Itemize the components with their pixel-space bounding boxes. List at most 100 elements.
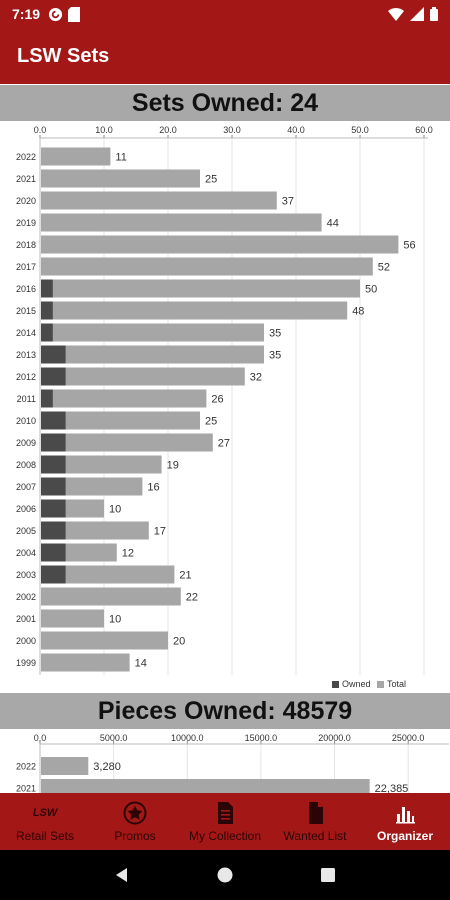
- bar-total: [41, 587, 181, 606]
- data-label: 10: [109, 504, 121, 516]
- nav-wanted-list[interactable]: Wanted List: [270, 793, 360, 850]
- data-label: 22,385: [375, 783, 409, 793]
- bar-owned: [41, 433, 66, 452]
- bar-total: [41, 279, 360, 298]
- y-category-label: 2005: [16, 526, 36, 536]
- y-category-label: 1999: [16, 658, 36, 668]
- data-label: 21: [179, 570, 191, 582]
- app-title: LSW Sets: [17, 44, 110, 67]
- bar-owned: [41, 279, 53, 298]
- x-tick-label: 25000.0: [392, 733, 425, 743]
- bar-total: [41, 609, 104, 628]
- signal-icon: [410, 7, 424, 21]
- y-category-label: 2016: [16, 284, 36, 294]
- bar-owned: [41, 367, 66, 386]
- data-label: 44: [327, 218, 339, 230]
- data-label: 22: [186, 592, 198, 604]
- y-category-label: 2013: [16, 350, 36, 360]
- y-category-label: 2018: [16, 240, 36, 250]
- bar-total: [41, 653, 130, 672]
- y-category-label: 2006: [16, 504, 36, 514]
- y-category-label: 2008: [16, 460, 36, 470]
- back-icon[interactable]: [113, 866, 131, 884]
- app-bar: LSW Sets: [0, 28, 450, 84]
- bar-total: [41, 213, 322, 232]
- x-tick-label: 10000.0: [171, 733, 204, 743]
- system-navigation-bar: [0, 850, 450, 900]
- x-tick-label: 0.0: [34, 125, 47, 135]
- y-category-label: 2002: [16, 592, 36, 602]
- bar-total: [41, 235, 399, 254]
- pieces-owned-header: Pieces Owned: 48579: [0, 693, 450, 729]
- recents-icon[interactable]: [319, 866, 337, 884]
- data-label: 35: [269, 328, 281, 340]
- x-tick-label: 50.0: [351, 125, 369, 135]
- nav-organizer[interactable]: Organizer: [360, 793, 450, 850]
- bar-total: [41, 389, 207, 408]
- data-label: 16: [147, 482, 159, 494]
- nav-retail-sets[interactable]: LSW Retail Sets: [0, 793, 90, 850]
- bar-total: [41, 191, 277, 210]
- x-tick-label: 0.0: [34, 733, 47, 743]
- legend-label: Owned: [342, 679, 371, 689]
- x-tick-label: 20000.0: [318, 733, 351, 743]
- x-tick-label: 30.0: [223, 125, 241, 135]
- x-tick-label: 10.0: [95, 125, 113, 135]
- bar-total: [41, 257, 373, 276]
- status-bar: 7:19: [0, 0, 450, 28]
- bar-owned: [41, 499, 66, 518]
- bar-total: [41, 411, 200, 430]
- y-category-label: 2004: [16, 548, 36, 558]
- data-label: 12: [122, 548, 134, 560]
- legend-label: Total: [387, 679, 406, 689]
- bar-owned: [41, 521, 66, 540]
- pocket-casts-icon: [48, 7, 63, 21]
- bar-owned: [41, 323, 53, 342]
- y-category-label: 2017: [16, 262, 36, 272]
- legend-swatch: [332, 681, 339, 688]
- data-label: 52: [378, 262, 390, 274]
- nav-promos[interactable]: Promos: [90, 793, 180, 850]
- x-tick-label: 5000.0: [100, 733, 128, 743]
- bar-owned: [41, 345, 66, 364]
- sets-owned-title: Sets Owned: 24: [131, 88, 319, 117]
- legend-swatch: [377, 681, 384, 688]
- bar-total: [41, 521, 149, 540]
- nav-label: Wanted List: [283, 828, 347, 843]
- bar-chart-icon: [396, 806, 415, 823]
- data-label: 35: [269, 350, 281, 362]
- y-category-label: 2020: [16, 196, 36, 206]
- data-label: 11: [115, 152, 126, 164]
- data-label: 25: [205, 174, 217, 186]
- lsw-logo-text: LSW: [33, 807, 58, 819]
- star-circle-icon: [123, 801, 147, 824]
- data-label: 56: [403, 240, 415, 252]
- nav-my-collection[interactable]: My Collection: [180, 793, 270, 850]
- y-category-label: 2010: [16, 416, 36, 426]
- battery-icon: [430, 7, 438, 21]
- data-label: 14: [135, 658, 147, 670]
- home-icon[interactable]: [216, 866, 234, 884]
- bar-total: [41, 565, 175, 584]
- data-label: 17: [154, 526, 166, 538]
- bar-total: [41, 323, 264, 342]
- bar-owned: [41, 477, 66, 496]
- bar-total: [41, 147, 111, 166]
- bottom-navigation: LSW Retail Sets Promos My Collection Wan…: [0, 793, 450, 850]
- data-label: 26: [211, 394, 223, 406]
- data-label: 32: [250, 372, 262, 384]
- data-label: 10: [109, 614, 121, 626]
- y-category-label: 2019: [16, 218, 36, 228]
- y-category-label: 2011: [17, 394, 36, 404]
- bar-owned: [41, 411, 66, 430]
- status-time: 7:19: [12, 6, 41, 22]
- x-tick-label: 20.0: [159, 125, 177, 135]
- bar-total: [41, 301, 348, 320]
- data-label: 48: [352, 306, 364, 318]
- bar-total: [41, 169, 200, 188]
- nav-label: My Collection: [188, 828, 262, 843]
- y-category-label: 2012: [16, 372, 36, 382]
- y-category-label: 2022: [16, 762, 36, 772]
- data-label: 27: [218, 438, 230, 450]
